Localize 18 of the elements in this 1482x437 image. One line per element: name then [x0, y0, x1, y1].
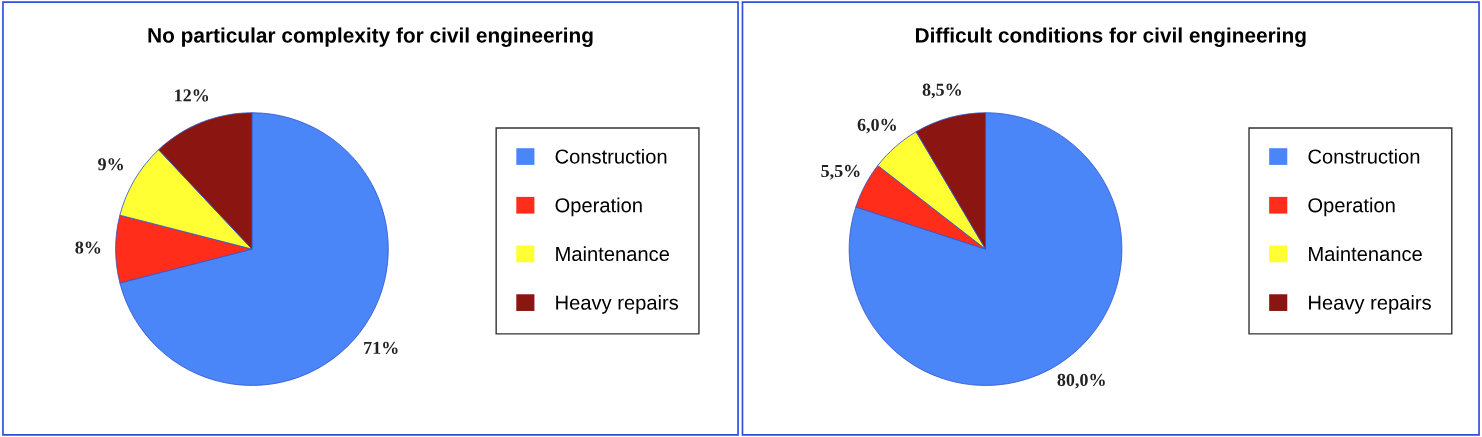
chart-title: No particular complexity for civil engineering	[148, 27, 593, 47]
legend-label: Heavy repairs	[1309, 294, 1431, 314]
legend-label: Maintenance	[556, 246, 669, 262]
data-label: 80,0%	[1057, 373, 1105, 389]
legend-label: Operation	[1308, 197, 1395, 217]
legend-label: Construction	[555, 148, 667, 164]
data-label: 6,0%	[857, 118, 896, 134]
legend-label: Maintenance	[1309, 246, 1422, 262]
data-label: 12%	[175, 89, 209, 102]
chart-title: Difficult conditions for civil engineering	[915, 27, 1306, 47]
legend-label: Heavy repairs	[556, 294, 679, 314]
legend-label: Operation	[555, 197, 642, 217]
data-label: 8%	[75, 241, 101, 254]
data-label: 5,5%	[821, 164, 860, 180]
legend-label: Construction	[1308, 148, 1420, 164]
data-label: 71%	[364, 341, 398, 354]
data-label: 9%	[98, 158, 123, 171]
data-label: 8,5%	[922, 83, 961, 99]
